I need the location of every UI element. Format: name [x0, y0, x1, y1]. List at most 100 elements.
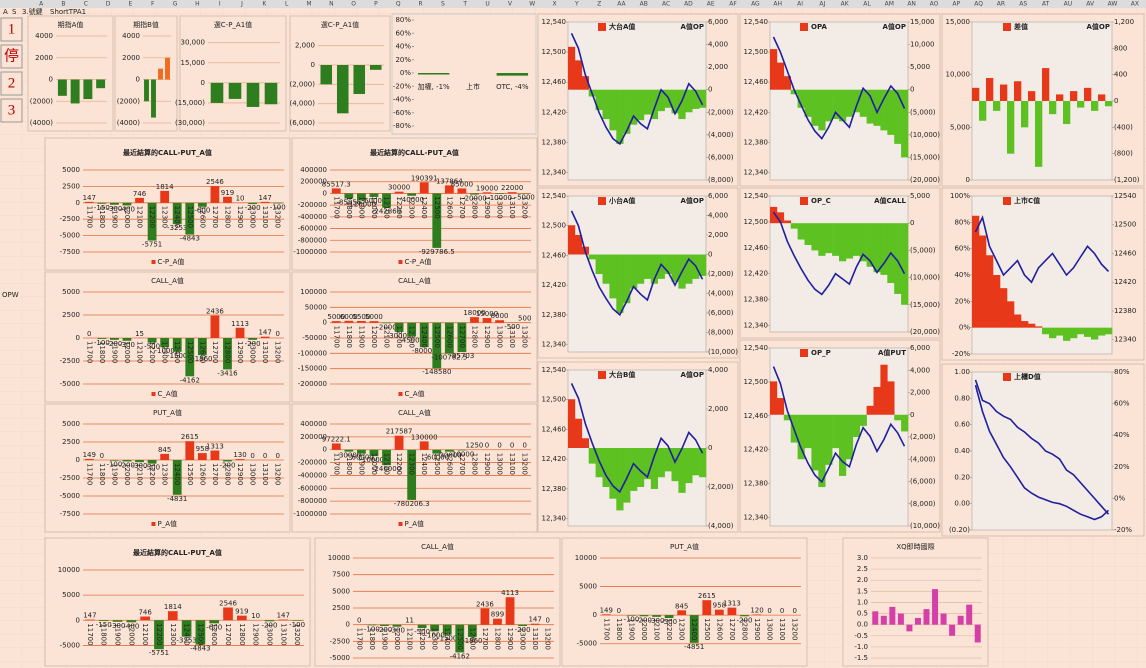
x-tick-label: 13200 [293, 623, 301, 645]
y-tick-label: (0.20) [949, 526, 970, 534]
chart-title: 最近結算的CALL-PUT_A值 [133, 548, 222, 557]
x-tick-label: 11800 [615, 618, 623, 640]
bar [158, 68, 163, 80]
x-tick-label: 12700 [728, 618, 736, 640]
data-label: 11 [405, 617, 414, 625]
legend-label: A值CALL [874, 196, 906, 205]
data-label: 0 [87, 330, 91, 338]
x-tick-label: 12200 [155, 623, 163, 645]
bar [470, 193, 479, 195]
toolbar-item[interactable]: S [12, 8, 17, 16]
area-bar [993, 101, 1001, 111]
toolbar-item[interactable]: A [3, 8, 8, 16]
y-tick-label: 400000 [300, 166, 327, 174]
button[interactable] [0, 98, 23, 123]
legend-label: A值OP [1087, 22, 1111, 31]
y2-tick-label: (8,000) [910, 500, 936, 508]
area-bar [678, 89, 686, 120]
data-label: -500 [661, 618, 677, 626]
area-bar [839, 89, 847, 122]
bar [482, 192, 492, 194]
x-tick-label: 12100 [141, 623, 149, 645]
column-header: AF [729, 1, 737, 8]
x-tick-label: 11800 [98, 206, 106, 228]
x-tick-label: 11800 [368, 628, 376, 650]
column-header: K [262, 1, 267, 8]
x-tick-label: 12900 [236, 206, 244, 228]
button[interactable] [0, 71, 23, 96]
bar [455, 624, 465, 653]
column-header: AO [930, 1, 939, 8]
bar [112, 620, 123, 622]
y2-tick-label: 12540 [1114, 192, 1136, 200]
area-bar [1049, 101, 1057, 115]
y-tick-label: -800000 [298, 497, 327, 505]
bar [407, 322, 417, 337]
x-tick-label: 13000 [496, 326, 504, 348]
y-tick-label: -50000 [302, 334, 327, 342]
button[interactable] [0, 17, 23, 42]
line [772, 211, 906, 296]
area-bar [845, 89, 854, 117]
bar [97, 202, 107, 204]
legend-swatch [151, 392, 156, 396]
bar [96, 79, 106, 89]
data-label: 1313 [206, 443, 224, 451]
x-tick-label: 12000 [393, 628, 401, 650]
button-label[interactable]: 停 [4, 47, 19, 64]
x-tick-label: 11900 [357, 326, 365, 348]
button-label[interactable]: 3 [8, 102, 16, 118]
bar [223, 607, 233, 621]
bar [320, 65, 333, 85]
x-tick-label: 11700 [86, 623, 94, 645]
bar [380, 624, 389, 626]
x-tick-label: 12300 [408, 326, 416, 348]
x-tick-label: 13100 [261, 341, 269, 363]
area-bar [574, 418, 583, 448]
area-bar [630, 89, 638, 125]
area-bar [1056, 327, 1064, 336]
area-bar [1070, 327, 1078, 339]
toolbar-item[interactable]: 3.號鍵 [22, 7, 43, 16]
bar [135, 197, 144, 203]
chart-title: 上市C值 [1014, 196, 1040, 205]
y-tick-label: -40% [393, 96, 411, 104]
area-bar [657, 254, 665, 279]
data-label: 10 [236, 195, 245, 203]
area-bar [1056, 94, 1064, 101]
data-label: -300 [110, 622, 126, 630]
y2-tick-label: 80% [1114, 368, 1130, 376]
x-tick-label: 12700 [458, 196, 466, 218]
button-label[interactable]: 1 [8, 21, 16, 37]
x-tick-label: 12900 [483, 453, 491, 475]
y2-tick-label: (20,000) [910, 328, 940, 336]
bar [974, 624, 981, 643]
y-tick-label: (15,000) [175, 99, 205, 107]
area-bar [574, 235, 583, 255]
y-tick-label: 12,460 [744, 78, 769, 86]
toolbar-item[interactable]: ShortTPA1 [50, 8, 86, 16]
area-bar [880, 89, 888, 131]
data-label: 6000 [340, 313, 358, 321]
button[interactable] [0, 44, 23, 69]
button-label[interactable]: 2 [8, 75, 16, 91]
y-tick-label: -200000 [298, 459, 327, 467]
y2-tick-label: (8,000) [708, 329, 734, 337]
data-label: 845 [158, 446, 171, 454]
column-header: U [485, 1, 489, 8]
y-tick-label: 12,420 [542, 455, 567, 463]
data-label: -200 [262, 621, 278, 629]
x-tick-label: 12100 [383, 453, 391, 475]
data-label: -300 [119, 341, 135, 349]
area-bar [671, 89, 679, 114]
data-label: -300 [106, 205, 122, 213]
area-bar [623, 448, 631, 503]
line [772, 366, 906, 484]
data-label: -30000 [336, 452, 361, 460]
x-tick-label: 12000 [127, 623, 135, 645]
bar [482, 318, 492, 323]
area-bar [581, 76, 589, 90]
data-label: -60000 [349, 454, 374, 462]
x-tick-label: 13100 [261, 463, 269, 485]
